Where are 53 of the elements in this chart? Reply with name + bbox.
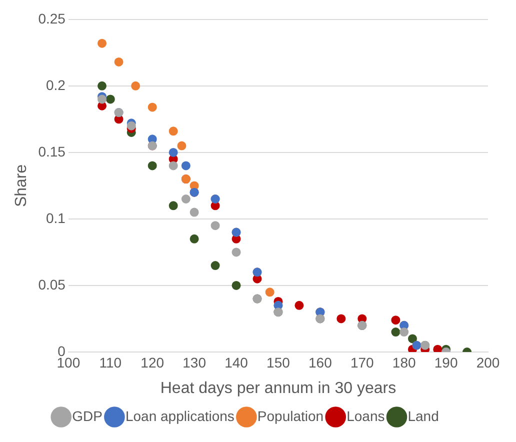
point	[98, 94, 107, 104]
point	[168, 161, 178, 170]
point	[177, 141, 186, 150]
x-axis-title: Heat days per annum in 30 years	[160, 380, 396, 397]
legend-label: Loans	[346, 408, 385, 424]
point	[126, 121, 136, 130]
x-tick-label: 120	[140, 354, 164, 370]
point	[391, 328, 400, 337]
point	[168, 126, 178, 136]
x-tick-label: 110	[99, 354, 122, 370]
point	[168, 148, 178, 157]
y-tick-label: 0.1	[46, 210, 66, 226]
point	[391, 316, 400, 325]
point	[181, 194, 190, 204]
x-tick-label: 130	[182, 354, 206, 370]
x-tick-label: 170	[350, 354, 374, 370]
point	[232, 248, 241, 257]
point	[232, 280, 241, 290]
point	[336, 314, 346, 324]
point	[210, 261, 220, 270]
point	[181, 161, 190, 170]
point	[190, 234, 199, 244]
x-tick-label: 160	[308, 354, 332, 370]
x-tick-label: 200	[476, 354, 500, 370]
point	[148, 161, 157, 170]
legend-label: Land	[408, 408, 439, 424]
x-tick-label: 180	[392, 354, 416, 370]
x-tick-label: 140	[224, 354, 248, 370]
point	[106, 94, 115, 104]
y-tick-label: 0.25	[38, 10, 66, 26]
point	[400, 328, 409, 337]
point	[98, 38, 107, 48]
point	[408, 334, 417, 344]
point	[98, 81, 107, 90]
y-axis-title: Share	[13, 164, 30, 208]
y-tick-label: 0.15	[38, 143, 66, 160]
y-tick-label: 0.2	[46, 76, 66, 93]
y-tick-label: 0	[58, 342, 66, 359]
point	[210, 221, 220, 230]
legend-label: Population	[257, 408, 324, 424]
point	[114, 57, 124, 66]
legend-label: GDP	[72, 408, 102, 424]
x-tick-label: 190	[434, 354, 458, 370]
point	[294, 300, 304, 310]
point	[148, 102, 157, 112]
point	[265, 288, 274, 297]
y-tick-label: 0.05	[38, 276, 66, 292]
point	[433, 344, 442, 352]
point	[168, 201, 178, 210]
point	[190, 208, 199, 217]
point	[131, 81, 140, 90]
x-tick-label: 150	[266, 354, 290, 370]
legend-label: Loan applications	[125, 408, 234, 424]
